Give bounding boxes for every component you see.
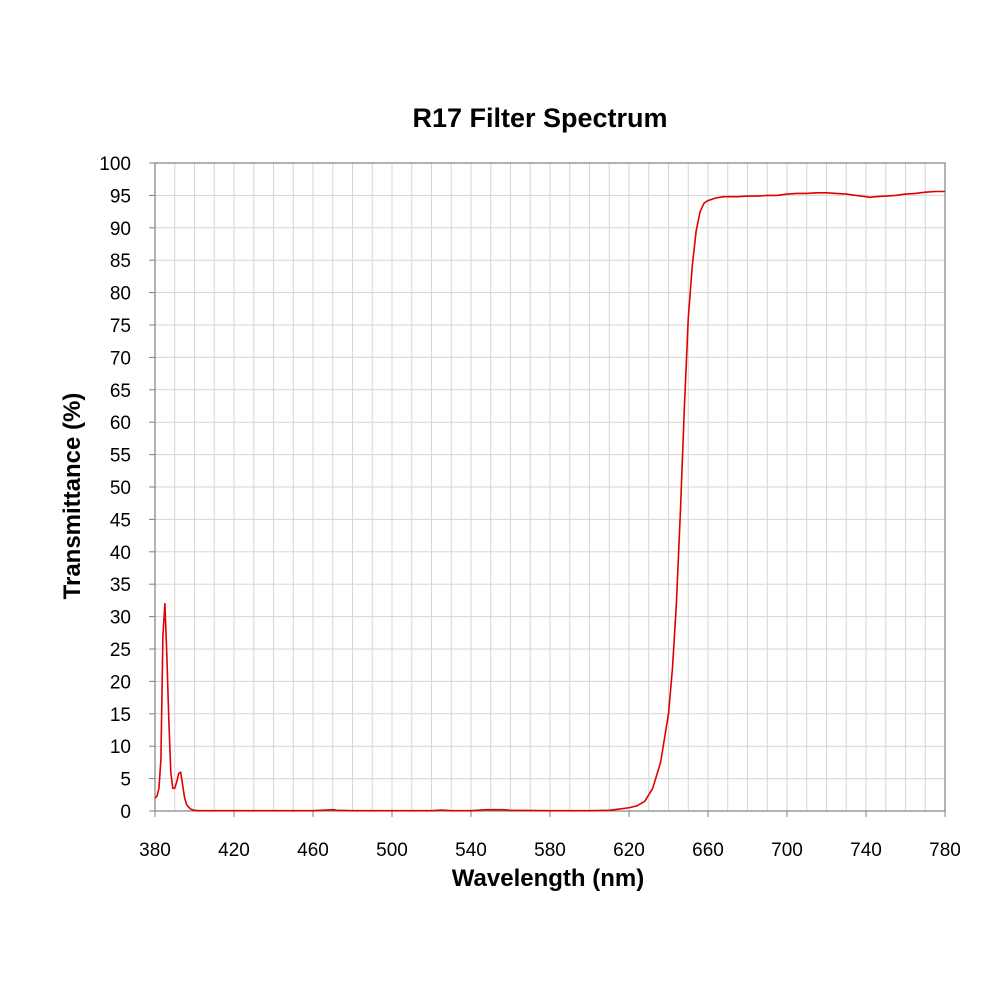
x-tick-label: 700 xyxy=(771,840,803,861)
x-tick-label: 500 xyxy=(376,840,408,861)
y-tick-label: 40 xyxy=(110,543,131,564)
y-tick-label: 30 xyxy=(110,608,131,629)
y-tick-label: 5 xyxy=(120,770,131,791)
y-tick-label: 70 xyxy=(110,348,131,369)
y-tick-label: 50 xyxy=(110,478,131,499)
y-tick-label: 60 xyxy=(110,413,131,434)
x-tick-label: 660 xyxy=(692,840,724,861)
y-tick-label: 100 xyxy=(99,154,131,175)
y-tick-label: 10 xyxy=(110,737,131,758)
x-tick-label: 460 xyxy=(297,840,329,861)
y-tick-label: 65 xyxy=(110,381,131,402)
y-tick-label: 35 xyxy=(110,575,131,596)
y-tick-label: 0 xyxy=(120,802,131,823)
y-tick-label: 85 xyxy=(110,251,131,272)
x-tick-label: 420 xyxy=(218,840,250,861)
x-tick-label: 540 xyxy=(455,840,487,861)
y-tick-label: 20 xyxy=(110,672,131,693)
x-axis-ticks: 380 420 460 500 540 580 620 660 700 740 780 xyxy=(139,811,961,861)
chart-title: R17 Filter Spectrum xyxy=(412,103,667,133)
y-axis-ticks: 0 5 10 15 20 25 30 35 40 45 50 55 60 65 70 75 80 85 90 95 10… xyxy=(99,154,155,823)
x-tick-label: 740 xyxy=(850,840,882,861)
grid xyxy=(154,162,946,812)
y-tick-label: 15 xyxy=(110,705,131,726)
x-tick-label: 580 xyxy=(534,840,566,861)
y-tick-label: 75 xyxy=(110,316,131,337)
y-tick-label: 95 xyxy=(110,186,131,207)
x-tick-label: 620 xyxy=(613,840,645,861)
series-layer xyxy=(154,190,945,812)
x-axis-title: Wavelength (nm) xyxy=(452,865,644,892)
y-tick-label: 90 xyxy=(110,219,131,240)
x-tick-label: 380 xyxy=(139,840,171,861)
y-tick-label: 25 xyxy=(110,640,131,661)
x-tick-label: 780 xyxy=(929,840,961,861)
y-axis-title: Transmittance (%) xyxy=(59,393,86,600)
y-tick-label: 45 xyxy=(110,510,131,531)
y-tick-label: 55 xyxy=(110,446,131,467)
transmittance-line xyxy=(154,190,945,812)
y-tick-label: 80 xyxy=(110,284,131,305)
